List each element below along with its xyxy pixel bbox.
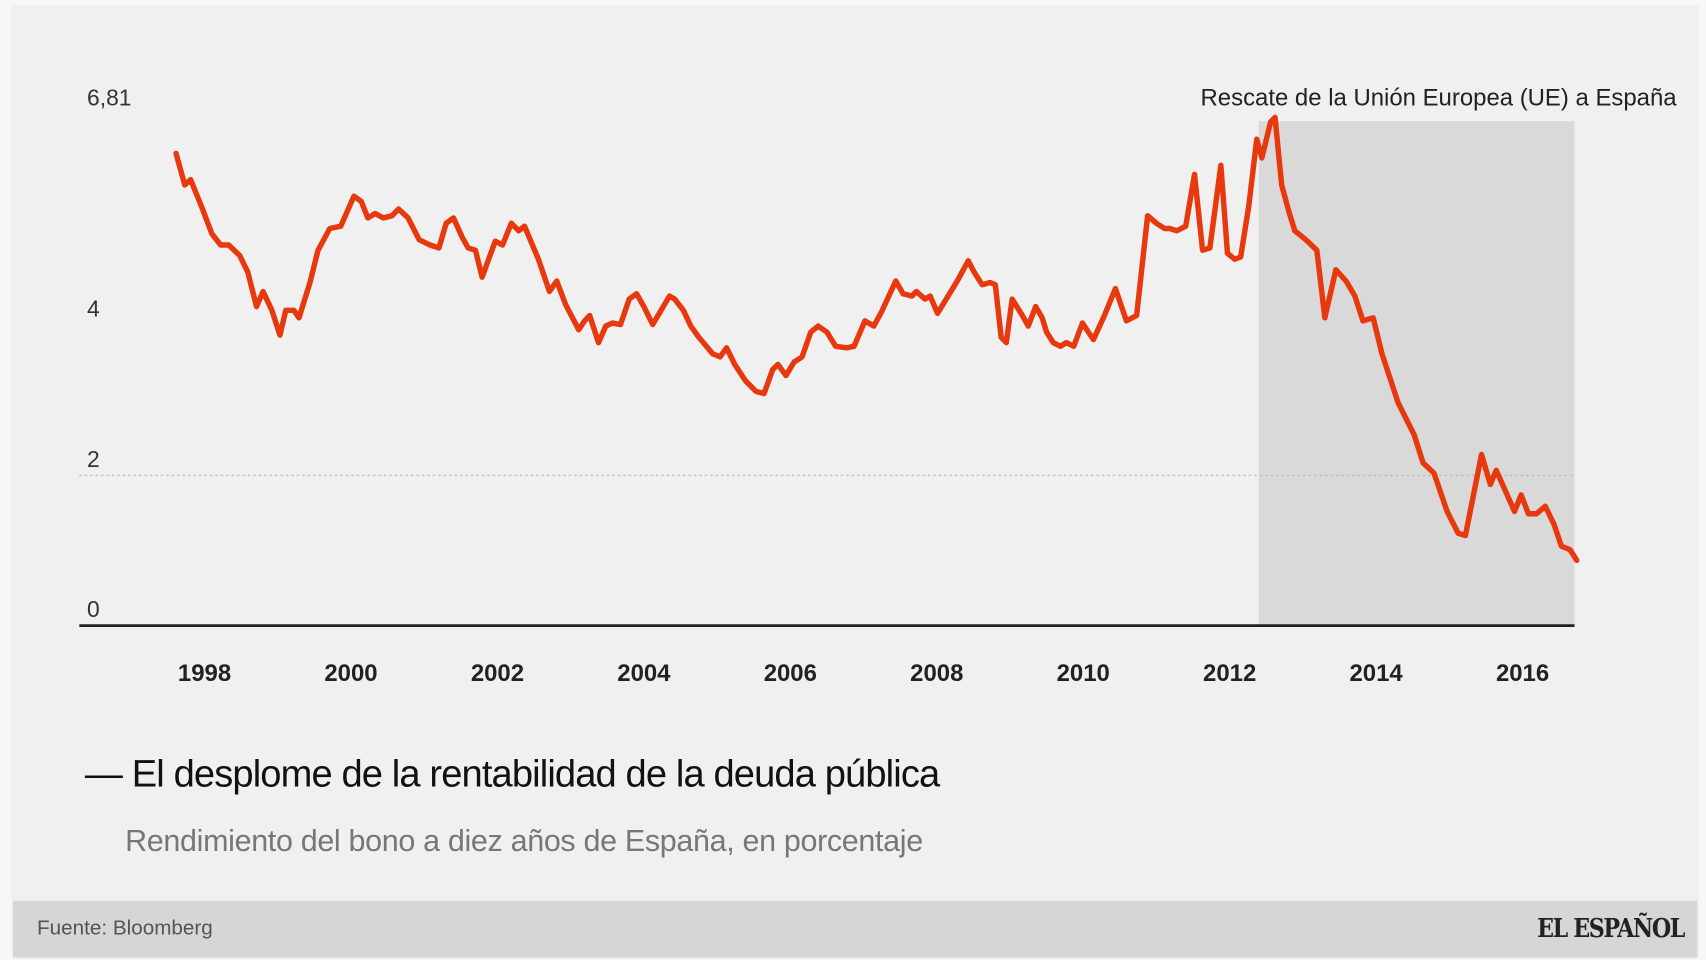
chart-title: — El desplome de la rentabilidad de la d… xyxy=(84,752,940,796)
x-tick-label: 2016 xyxy=(1496,660,1549,687)
bailout-annotation: Rescate de la Unión Europea (UE) a Españ… xyxy=(1201,85,1678,112)
source-label: Fuente: Bloomberg xyxy=(36,917,213,941)
y-tick-label: 0 xyxy=(87,596,100,622)
x-tick-label: 2000 xyxy=(324,660,377,687)
x-tick-label: 1998 xyxy=(178,660,231,687)
y-tick-label: 2 xyxy=(87,446,100,472)
x-tick-label: 2002 xyxy=(471,660,524,687)
x-tick-label: 2010 xyxy=(1057,660,1110,687)
bond-yield-line xyxy=(173,114,1580,564)
x-tick-label: 2004 xyxy=(617,660,671,687)
el-espanol-logo: EL ESPAÑOL xyxy=(1537,911,1685,944)
x-tick-label: 2012 xyxy=(1203,660,1256,687)
y-tick-label: 6,81 xyxy=(87,85,131,111)
footer-bar: Fuente: Bloomberg EL ESPAÑOL xyxy=(13,900,1698,958)
x-tick-label: 2014 xyxy=(1349,660,1403,687)
y-tick-labels: 0 2 4 6,81 xyxy=(87,85,131,622)
bailout-shaded-region xyxy=(1258,121,1575,626)
x-tick-label: 2008 xyxy=(910,660,963,687)
x-tick-labels: 1998 2000 2002 2004 2006 2008 2010 2012 2014 2016 xyxy=(178,660,1549,687)
y-tick-label: 4 xyxy=(87,296,100,322)
x-tick-label: 2006 xyxy=(764,660,817,687)
chart-subtitle: Rendimiento del bono a diez años de Espa… xyxy=(125,823,923,858)
